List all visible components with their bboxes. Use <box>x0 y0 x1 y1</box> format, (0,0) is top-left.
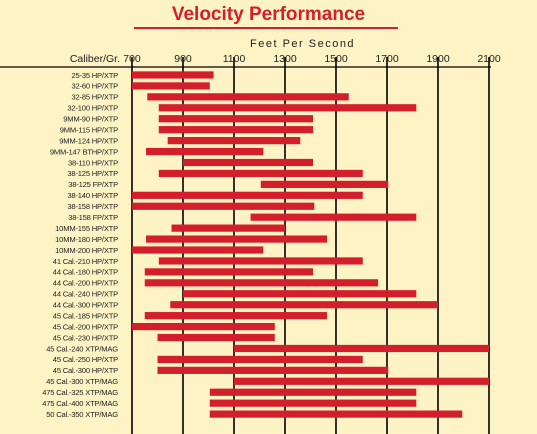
velocity-bar <box>132 322 275 331</box>
velocity-bar <box>146 147 264 156</box>
caliber-label: 10MM-200 HP/XTP <box>55 246 118 255</box>
velocity-bar <box>171 224 285 232</box>
caliber-label: 38-140 HP/XTP <box>67 191 118 200</box>
caliber-label: 25-35 HP/XTP <box>71 71 118 80</box>
velocity-bar <box>158 104 417 112</box>
caliber-label: 38-125 FP/XTP <box>68 180 118 189</box>
x-tick-label: 2100 <box>477 53 501 65</box>
x-tick-label: 1700 <box>375 53 399 65</box>
caliber-label: 50 Cal.-350 XTP/MAG <box>46 410 118 419</box>
caliber-label: 38-158 HP/XTP <box>67 202 118 211</box>
velocity-bar <box>250 213 417 221</box>
velocity-bar <box>157 333 275 342</box>
chart-title: Velocity Performance <box>171 4 366 25</box>
caliber-label: 9MM-124 HP/XTP <box>59 136 118 145</box>
caliber-label: 9MM-115 HP/XTP <box>60 125 118 134</box>
velocity-bar <box>157 355 363 364</box>
x-tick-label: 1900 <box>426 53 450 65</box>
caliber-label: 45 Cal.-230 HP/XTP <box>53 333 118 342</box>
velocity-bar <box>157 366 389 374</box>
velocity-bar <box>260 180 389 188</box>
velocity-bar <box>183 290 417 298</box>
caliber-label: 45 Cal.-250 HP/XTP <box>53 355 118 364</box>
caliber-label: 475 Cal.-325 XTP/MAG <box>42 388 118 397</box>
velocity-bar <box>147 93 349 101</box>
velocity-bar <box>209 410 463 418</box>
velocity-bar <box>144 312 328 320</box>
velocity-bar <box>132 202 315 210</box>
caliber-label: 38-158 FP/XTP <box>68 213 118 222</box>
caliber-label: 32-85 HP/XTP <box>71 93 118 102</box>
caliber-label: 38-125 HP/XTP <box>67 169 118 178</box>
velocity-bar <box>234 344 489 353</box>
category-header: Caliber/Gr. <box>70 53 120 65</box>
velocity-bar <box>209 388 417 396</box>
caliber-label: 44 Cal.-180 HP/XTP <box>53 268 118 277</box>
velocity-bar <box>146 235 328 243</box>
caliber-label: 10MM-155 HP/XTP <box>55 224 118 233</box>
caliber-label: 45 Cal.-300 HP/XTP <box>53 366 118 375</box>
velocity-bar <box>170 301 438 309</box>
caliber-label: 45 Cal.-200 HP/XTP <box>53 322 118 331</box>
velocity-bar <box>183 158 314 167</box>
caliber-label: 45 Cal.-185 HP/XTP <box>53 311 118 320</box>
caliber-label: 10MM-180 HP/XTP <box>55 235 118 244</box>
velocity-bar <box>167 137 301 145</box>
caliber-label: 9MM-147 BTHP/XTP <box>50 147 118 156</box>
caliber-label: 475 Cal.-400 XTP/MAG <box>42 399 118 408</box>
velocity-bar <box>234 377 489 385</box>
caliber-label: 41 Cal.-210 HP/XTP <box>53 257 118 266</box>
x-tick-label: 1100 <box>223 53 246 65</box>
velocity-bar <box>132 82 210 90</box>
x-tick-label: 700 <box>123 53 141 65</box>
velocity-bar <box>209 399 417 407</box>
velocity-bar <box>144 279 379 287</box>
caliber-label: 32-60 HP/XTP <box>71 82 118 91</box>
velocity-bar <box>158 115 314 123</box>
x-axis-label: Feet Per Second <box>250 38 356 50</box>
title-underline <box>134 27 398 29</box>
velocity-bar <box>132 246 264 254</box>
velocity-bar <box>158 169 363 178</box>
caliber-label: 44 Cal.-240 HP/XTP <box>53 290 118 299</box>
caliber-label: 44 Cal.-200 HP/XTP <box>53 279 118 288</box>
x-tick-label: 1500 <box>324 53 348 65</box>
velocity-bar <box>144 268 314 276</box>
velocity-bar <box>158 126 314 134</box>
caliber-label: 9MM-90 HP/XTP <box>63 115 118 124</box>
velocity-bar <box>158 257 363 265</box>
velocity-bar <box>132 71 214 79</box>
x-tick-label: 1300 <box>273 53 297 65</box>
velocity-bar <box>132 191 363 199</box>
caliber-label: 38-110 HP/XTP <box>68 158 118 167</box>
caliber-label: 45 Cal.-300 XTP/MAG <box>46 377 118 386</box>
x-tick-label: 900 <box>174 53 192 65</box>
caliber-label: 44 Cal.-300 HP/XTP <box>53 301 118 310</box>
caliber-label: 32-100 HP/XTP <box>67 104 118 113</box>
caliber-label: 45 Cal.-240 XTP/MAG <box>46 344 118 353</box>
